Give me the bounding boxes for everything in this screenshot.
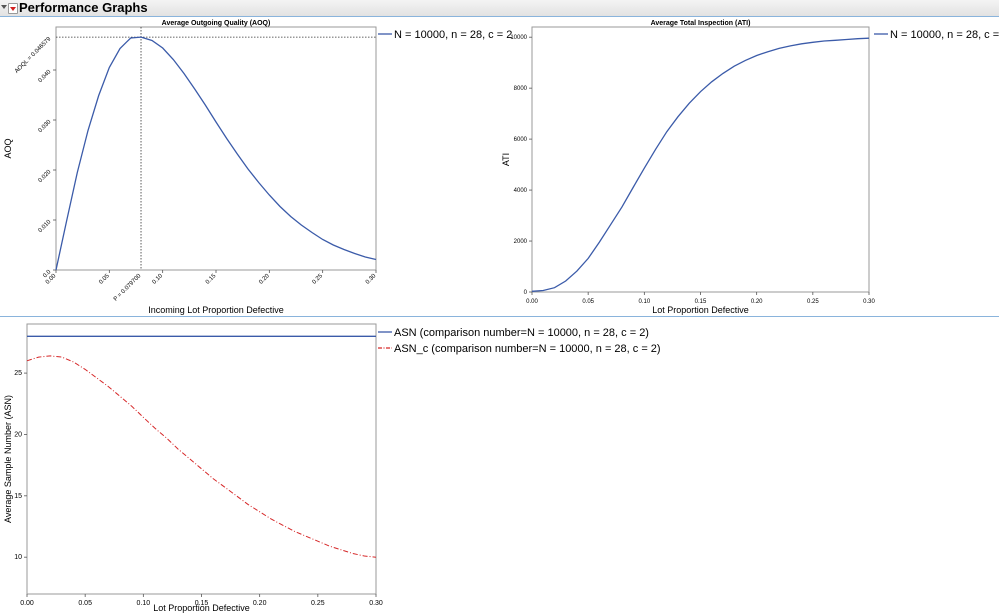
ati-x-tick-label: 0.30 [863, 299, 875, 305]
ati-y-tick-label: 10000 [510, 35, 527, 41]
aoq-x-tick-label: 0.10 [152, 273, 165, 286]
ati-x-tick-label: 0.00 [526, 299, 538, 305]
asn-legend-label: ASN_c (comparison number=N = 10000, n = … [394, 343, 661, 355]
asn-x-tick-label: 0.20 [253, 600, 267, 607]
ati-plot-frame [531, 26, 870, 293]
p-annotation: P = 0.079700 [113, 273, 143, 303]
asn-x-tick-label: 0.30 [369, 600, 383, 607]
aoql-annotation: AOQL = 0.046579 [14, 36, 53, 75]
ati-series-line-0 [531, 37, 870, 292]
asn-y-tick-label: 25 [14, 370, 22, 377]
aoq-x-tick-label: 0.15 [205, 273, 218, 286]
aoq-legend-label: N = 10000, n = 28, c = 2 [394, 29, 512, 41]
asn-x-tick-label: 0.05 [78, 600, 92, 607]
aoq-y-tick-label: 0.010 [38, 219, 53, 234]
aoq-plot-frame [55, 26, 377, 271]
ati-y-tick-label: 4000 [514, 188, 528, 194]
ati-y-tick-label: 2000 [514, 239, 528, 245]
aoq-x-tick-label: 0.05 [98, 273, 111, 286]
aoq-series-line-0 [55, 36, 377, 271]
aoq-y-tick-label: 0.020 [38, 169, 53, 184]
aoq-x-tick-label: 0.20 [258, 273, 271, 286]
ati-x-tick-label: 0.15 [695, 299, 707, 305]
asn-series-line-1 [26, 355, 377, 558]
page-title: Performance Graphs [19, 0, 148, 15]
asn-x-axis-label: Lot Proportion Defective [153, 603, 250, 613]
disclosure-triangle-icon[interactable] [1, 5, 7, 9]
ati-y-tick-label: 6000 [514, 137, 528, 143]
ati-y-tick-label: 0 [524, 290, 528, 296]
aoq-x-tick-label: 0.30 [365, 273, 378, 286]
asn-x-tick-label: 0.15 [195, 600, 209, 607]
ati-x-axis-label: Lot Proportion Defective [652, 305, 749, 315]
separator-middle [0, 316, 999, 317]
aoq-y-tick-label: 0.0 [42, 269, 53, 280]
aoq-y-tick-label: 0.040 [38, 69, 53, 84]
ati-chart-title: Average Total Inspection (ATI) [651, 20, 751, 27]
aoq-x-tick-label: 0.25 [312, 273, 325, 286]
aoq-x-axis-label: Incoming Lot Proportion Defective [148, 305, 284, 315]
asn-y-axis-label: Average Sample Number (ASN) [3, 395, 13, 523]
ati-x-tick-label: 0.05 [582, 299, 594, 305]
asn-plot-frame [26, 323, 377, 595]
aoq-chart-title: Average Outgoing Quality (AOQ) [162, 20, 271, 27]
asn-x-tick-label: 0.10 [137, 600, 151, 607]
ati-x-tick-label: 0.20 [751, 299, 763, 305]
ati-x-tick-label: 0.10 [638, 299, 650, 305]
ati-x-tick-label: 0.25 [807, 299, 819, 305]
asn-y-tick-label: 15 [14, 493, 22, 500]
aoq-y-tick-label: 0.030 [38, 119, 53, 134]
separator-top [0, 16, 999, 17]
aoq-y-axis-label: AOQ [3, 138, 13, 158]
ati-legend-label: N = 10000, n = 28, c = 2 [890, 29, 999, 41]
ati-y-axis-label: ATI [501, 153, 511, 166]
ati-y-tick-label: 8000 [514, 86, 528, 92]
asn-legend-label: ASN (comparison number=N = 10000, n = 28… [394, 327, 649, 339]
asn-x-tick-label: 0.25 [311, 600, 325, 607]
asn-y-tick-label: 10 [14, 554, 22, 561]
red-triangle-menu-icon[interactable] [8, 3, 18, 14]
asn-x-tick-label: 0.00 [20, 600, 34, 607]
asn-y-tick-label: 20 [14, 431, 22, 438]
